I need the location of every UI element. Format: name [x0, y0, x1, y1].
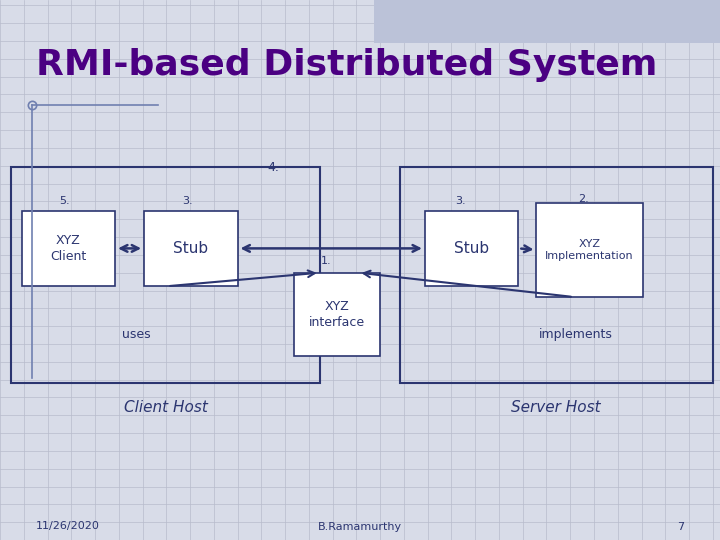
Text: 3.: 3.	[182, 196, 192, 206]
Text: Stub: Stub	[454, 241, 489, 256]
Text: 5.: 5.	[60, 196, 70, 206]
Text: XYZ
interface: XYZ interface	[309, 300, 365, 329]
Text: 2.: 2.	[578, 194, 588, 204]
Text: 3.: 3.	[456, 196, 466, 206]
Text: XYZ
Client: XYZ Client	[50, 234, 86, 263]
Text: Server Host: Server Host	[511, 400, 601, 415]
Text: 7: 7	[677, 522, 684, 531]
Text: 4.: 4.	[268, 161, 279, 174]
Text: uses: uses	[122, 328, 151, 341]
Text: B.Ramamurthy: B.Ramamurthy	[318, 522, 402, 531]
FancyBboxPatch shape	[144, 211, 238, 286]
Text: 11/26/2020: 11/26/2020	[36, 522, 100, 531]
Text: XYZ
Implementation: XYZ Implementation	[545, 239, 634, 261]
FancyBboxPatch shape	[425, 211, 518, 286]
Text: Client Host: Client Host	[124, 400, 207, 415]
Bar	[374, 0, 720, 43]
Text: Stub: Stub	[174, 241, 208, 256]
Text: RMI-based Distributed System: RMI-based Distributed System	[36, 48, 657, 82]
FancyBboxPatch shape	[536, 202, 643, 297]
Text: implements: implements	[539, 328, 613, 341]
FancyBboxPatch shape	[294, 273, 380, 356]
Text: 1.: 1.	[321, 255, 331, 266]
FancyBboxPatch shape	[22, 211, 115, 286]
